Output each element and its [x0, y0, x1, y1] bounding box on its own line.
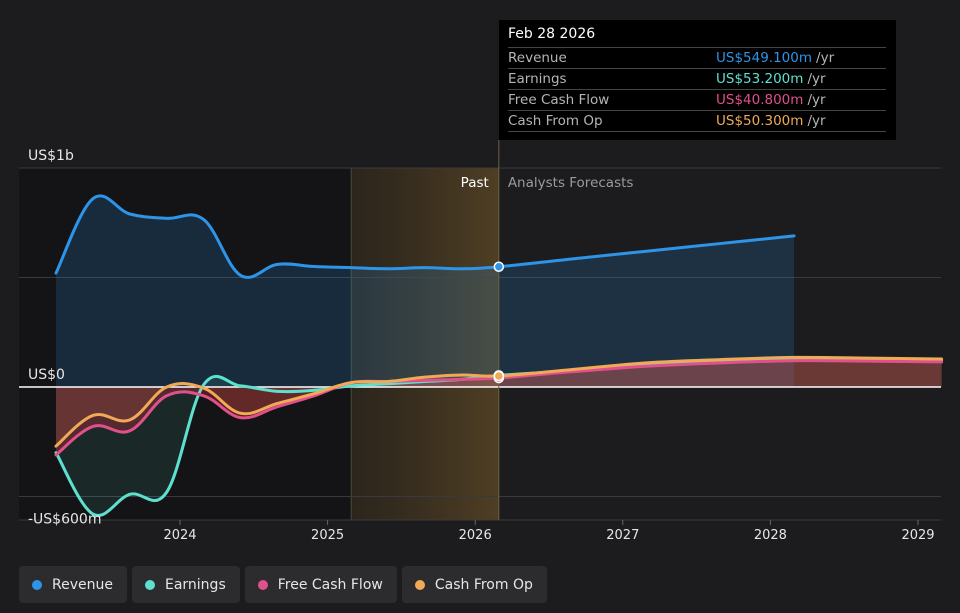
- tooltip-value: US$40.800m: [716, 92, 804, 108]
- series-area-earnings: [56, 358, 942, 516]
- tooltip-value: US$549.100m: [716, 50, 813, 66]
- legend-dot-icon: [144, 579, 155, 590]
- tooltip-row-earnings: Earnings US$53.200m /yr: [508, 68, 886, 89]
- series-area-cash-from-op: [56, 357, 942, 447]
- legend-item-cash-from-op[interactable]: Cash From Op: [401, 566, 547, 603]
- legend: Revenue Earnings Free Cash Flow Cash Fro…: [19, 566, 547, 603]
- tooltip-unit: /yr: [807, 113, 826, 129]
- legend-dot-icon: [257, 579, 268, 590]
- legend-label: Earnings: [164, 576, 226, 593]
- series-area-free-cash-flow: [56, 360, 942, 455]
- legend-label: Free Cash Flow: [277, 576, 383, 593]
- tooltip-date: Feb 28 2026: [508, 26, 596, 42]
- marker-cash-from-op: [493, 370, 505, 382]
- tooltip-unit: /yr: [807, 92, 826, 108]
- region-label-past: Past: [461, 175, 489, 191]
- legend-item-revenue[interactable]: Revenue: [19, 566, 127, 603]
- y-tick-label: US$0: [28, 367, 65, 383]
- legend-dot-icon: [32, 579, 42, 590]
- x-tick-label: 2027: [606, 528, 639, 543]
- tooltip-label: Revenue: [508, 50, 567, 66]
- legend-label: Revenue: [52, 576, 113, 593]
- tooltip-row-revenue: Revenue US$549.100m /yr: [508, 47, 886, 68]
- x-tick-label: 2024: [163, 528, 196, 543]
- x-tick-label: 2028: [754, 528, 787, 543]
- x-tick-label: 2029: [901, 528, 934, 543]
- tooltip-row-cash-from-op: Cash From Op US$50.300m /yr: [508, 110, 886, 132]
- chart-area: Past Analysts Forecasts US$1b US$0 -US$600m 2…: [19, 140, 944, 543]
- region-label-forecast: Analysts Forecasts: [508, 175, 634, 191]
- legend-item-free-cash-flow[interactable]: Free Cash Flow: [244, 566, 397, 603]
- series-line-revenue: [54, 194, 796, 279]
- x-tick-label: 2026: [459, 528, 492, 543]
- y-tick-label: US$1b: [28, 148, 74, 164]
- x-tick-label: 2025: [311, 528, 344, 543]
- highlight-band: [351, 168, 499, 520]
- tooltip-unit: /yr: [816, 50, 835, 66]
- series-line-cash-from-op: [54, 355, 944, 448]
- tooltip-label: Free Cash Flow: [508, 92, 610, 108]
- tooltip-unit: /yr: [807, 71, 826, 87]
- tooltip-row-free-cash-flow: Free Cash Flow US$40.800m /yr: [508, 89, 886, 110]
- tooltip-value: US$53.200m: [716, 71, 804, 87]
- tooltip-value: US$50.300m: [716, 113, 804, 129]
- y-tick-label: -US$600m: [28, 511, 101, 527]
- tooltip-label: Cash From Op: [508, 113, 603, 129]
- marker-revenue: [493, 261, 505, 273]
- tooltip: Feb 28 2026 Revenue US$549.100m /yr Earn…: [499, 20, 896, 140]
- legend-label: Cash From Op: [434, 576, 533, 593]
- tooltip-label: Earnings: [508, 71, 567, 87]
- series-area-revenue: [56, 195, 795, 387]
- legend-dot-icon: [414, 579, 425, 590]
- legend-item-earnings[interactable]: Earnings: [131, 566, 240, 603]
